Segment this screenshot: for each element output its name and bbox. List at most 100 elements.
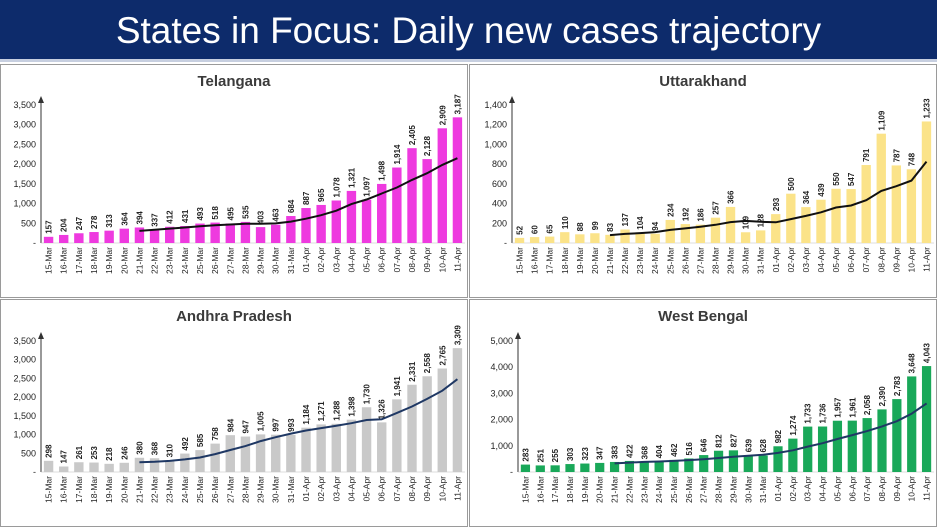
y-tick-label: 1,000	[13, 430, 36, 440]
y-tick-label: 600	[492, 179, 507, 189]
x-tick-label: 08-Apr	[876, 247, 886, 273]
bar	[520, 464, 531, 472]
data-label: 404	[655, 445, 664, 459]
data-label: 628	[759, 439, 768, 453]
y-tick-label: 1,000	[490, 441, 513, 451]
data-label: 394	[135, 211, 144, 225]
x-tick-label: 03-Apr	[331, 247, 341, 273]
chart-title: Telangana	[197, 73, 271, 90]
data-label: 52	[516, 225, 525, 234]
data-label: 3,187	[453, 94, 462, 115]
data-label: 550	[832, 172, 841, 186]
trend-line	[139, 157, 458, 232]
y-tick-label: 1,000	[13, 199, 36, 209]
data-label: 192	[681, 207, 690, 221]
data-label: 94	[651, 221, 660, 230]
data-label: 812	[715, 434, 724, 448]
data-label: 758	[211, 427, 220, 441]
x-tick-label: 05-Apr	[362, 247, 372, 273]
x-tick-label: 31-Mar	[756, 247, 766, 274]
x-tick-label: 30-Mar	[271, 247, 281, 274]
x-tick-label: 22-Mar	[150, 476, 160, 503]
x-tick-label: 28-Mar	[240, 476, 250, 503]
data-label: 2,765	[438, 345, 447, 366]
chart-panel-telangana: Telangana - 500 1,000 1,500 2,000 2,500 3,000 3…	[0, 64, 468, 298]
bar	[452, 117, 463, 243]
data-label: 204	[60, 218, 69, 232]
data-label: 368	[151, 441, 160, 455]
bar	[906, 169, 917, 243]
bar	[680, 224, 690, 243]
data-label: 109	[742, 215, 751, 229]
x-tick-label: 31-Mar	[758, 476, 768, 503]
bar	[635, 232, 645, 243]
y-tick-label: 3,500	[13, 100, 36, 110]
chart-svg: - 500 1,000 1,500 2,000 2,500 3,000 3,500 157 15-…	[13, 94, 465, 274]
x-tick-label: 26-Mar	[680, 247, 690, 274]
x-tick-label: 01-Apr	[771, 247, 781, 273]
bar	[758, 455, 768, 472]
data-label: 104	[636, 216, 645, 230]
y-tick-label: 500	[21, 218, 36, 228]
data-label: 1,736	[819, 403, 828, 424]
data-label: 364	[120, 212, 129, 226]
x-tick-label: 05-Apr	[362, 476, 372, 502]
x-tick-label: 15-Mar	[44, 476, 54, 503]
data-label: 298	[45, 444, 54, 458]
bar	[580, 463, 590, 472]
y-tick-label: 4,000	[490, 362, 513, 372]
bar	[240, 436, 251, 472]
bar	[665, 219, 675, 243]
x-tick-label: 22-Mar	[620, 247, 630, 274]
data-label: 431	[181, 209, 190, 223]
bar	[650, 233, 660, 243]
bar	[210, 222, 220, 243]
data-label: 255	[551, 448, 560, 462]
bar	[669, 459, 679, 472]
data-label: 439	[817, 183, 826, 197]
bar	[195, 450, 205, 472]
data-label: 791	[862, 148, 871, 162]
y-tick-label: -	[33, 467, 36, 477]
chart-svg: - 1,000 2,000 3,000 4,000 5,000 283 15-Mar 251 16…	[490, 332, 934, 503]
bar	[361, 199, 372, 243]
data-label: 366	[727, 190, 736, 204]
x-tick-label: 30-Mar	[271, 476, 281, 503]
x-tick-label: 04-Apr	[346, 247, 356, 273]
data-label: 1,184	[302, 404, 311, 425]
bar	[119, 462, 129, 472]
bar	[59, 234, 69, 243]
data-label: 887	[302, 191, 311, 205]
y-tick-label: 2,500	[13, 373, 36, 383]
chart-title: Andhra Pradesh	[176, 308, 292, 325]
bar	[271, 434, 281, 472]
x-tick-label: 18-Mar	[565, 476, 575, 503]
y-tick-label: 3,500	[13, 336, 36, 346]
bar	[788, 438, 798, 472]
data-label: 493	[196, 207, 205, 221]
x-tick-label: 16-Mar	[530, 247, 540, 274]
x-tick-label: 17-Mar	[74, 247, 84, 274]
data-label: 646	[700, 438, 709, 452]
x-tick-label: 23-Mar	[635, 247, 645, 274]
bar	[104, 230, 114, 243]
trend-line	[609, 160, 928, 237]
x-tick-label: 31-Mar	[286, 476, 296, 503]
data-label: 1,914	[393, 144, 402, 165]
bar	[195, 223, 205, 243]
y-tick-label: -	[33, 238, 36, 248]
data-label: 253	[90, 446, 99, 460]
x-tick-label: 19-Mar	[575, 247, 585, 274]
bar	[710, 217, 721, 243]
data-label: 293	[772, 197, 781, 211]
bar	[377, 183, 387, 243]
x-tick-label: 06-Apr	[377, 476, 387, 502]
bar	[437, 128, 447, 243]
bar	[565, 464, 575, 472]
x-tick-label: 07-Apr	[861, 247, 871, 273]
data-label: 1,398	[347, 396, 356, 417]
data-label: 516	[685, 442, 694, 456]
data-label: 787	[892, 149, 901, 163]
chart-svg: - 200 400 600 800 1,000 1,200 1,400 52 15-Mar 60 16…	[484, 96, 934, 274]
bar	[134, 457, 145, 472]
